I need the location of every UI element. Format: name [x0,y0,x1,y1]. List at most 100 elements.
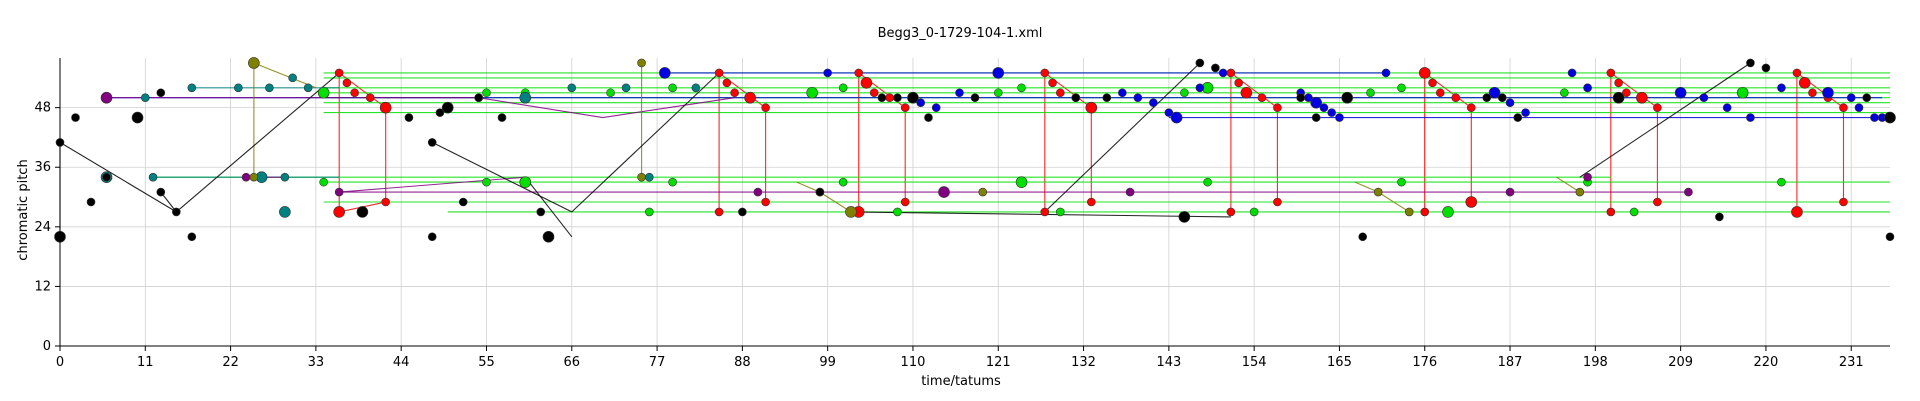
data-point [1505,98,1515,107]
data-point [356,206,369,218]
data-point [303,83,313,93]
data-point [1583,83,1592,93]
x-tick-label: 209 [1668,355,1693,370]
data-point [1653,197,1662,207]
data-point [319,177,328,187]
data-point [637,172,646,182]
data-point [1466,103,1476,112]
data-point [435,108,445,117]
data-point [1674,86,1687,99]
data-point [1777,177,1786,187]
data-point [1085,101,1098,114]
data-point [1606,207,1616,217]
data-point [1567,68,1577,78]
data-point [404,113,414,122]
series-line [1044,62,1201,213]
x-tick-label: 55 [478,355,495,370]
data-point [900,103,910,112]
data-point [1195,58,1205,68]
x-tick-label: 88 [734,355,751,370]
data-point [1575,187,1585,197]
data-point [1839,197,1848,207]
x-tick-label: 77 [649,355,666,370]
data-point [978,187,988,197]
data-point [1513,113,1523,122]
data-point [156,187,166,197]
data-point [265,83,274,93]
data-point [1777,83,1786,93]
series-lines [59,62,1890,238]
y-axis-label: chromatic pitch [16,159,31,260]
data-point [1846,93,1856,103]
data-point [659,67,671,79]
data-point [744,91,756,104]
data-point [1505,187,1515,197]
data-point [333,206,345,218]
data-point [845,206,857,218]
data-point [172,207,181,217]
data-point [1180,88,1189,98]
data-point [342,78,352,88]
data-point [1257,93,1267,103]
data-point [1614,78,1623,88]
data-point [992,67,1005,79]
data-point [1451,93,1461,103]
data-point [1311,113,1321,122]
data-point [1048,78,1057,88]
data-point [955,88,964,98]
data-point [140,93,150,103]
x-tick-label: 110 [901,355,926,370]
data-point [249,172,259,182]
data-point [1870,113,1879,122]
data-point [280,172,290,182]
data-point [1373,187,1383,197]
data-point [621,83,631,93]
data-point [1218,68,1228,78]
data-point [1684,187,1693,197]
data-point [668,177,677,187]
data-point [993,88,1003,98]
series-line [1579,62,1751,178]
x-tick-label: 99 [819,355,836,370]
data-point [1178,211,1191,223]
x-tick-label: 165 [1327,355,1352,370]
series-line [1556,176,1581,193]
data-point [761,103,770,112]
data-point [1435,88,1445,98]
data-point [1722,103,1732,112]
data-point [860,77,873,89]
x-tick-label: 0 [56,355,64,370]
data-point [1715,212,1724,222]
data-point [869,88,879,98]
data-point [738,207,747,217]
data-point [815,187,825,197]
data-point [1327,108,1336,117]
series-line [571,72,720,213]
data-point [1240,86,1253,99]
data-point [1792,68,1802,78]
data-point [1040,68,1050,78]
data-point [885,93,895,103]
x-tick-label: 176 [1412,355,1437,370]
data-point [1606,68,1616,78]
data-point [482,88,491,98]
data-point [1366,88,1375,98]
data-point [1226,207,1236,217]
data-point [1622,88,1631,98]
data-point [645,207,654,217]
y-tick-label: 0 [43,339,51,354]
data-point [86,197,96,207]
x-tick-label: 33 [308,355,325,370]
data-point [1203,177,1212,187]
data-point [482,177,491,187]
data-point [1055,88,1065,98]
data-point [1133,93,1143,103]
data-point [1761,63,1771,73]
axes: 0 11 22 33 44 55 66 77 88 99 110 121 132 143 154 165 176… [34,58,1890,370]
data-point [1442,206,1454,218]
series-line [431,141,573,213]
data-point [1087,197,1096,207]
data-point [924,113,933,122]
data-point [1125,187,1135,197]
